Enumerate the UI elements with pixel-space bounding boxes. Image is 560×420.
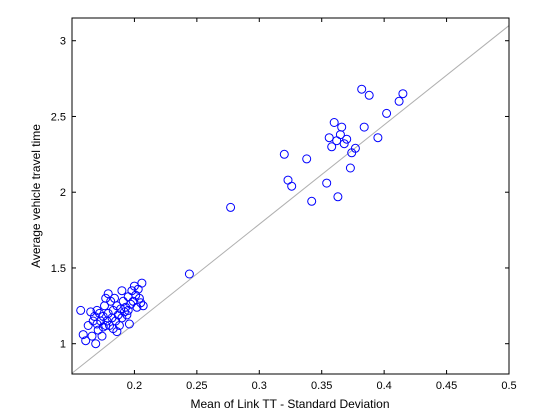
data-point-56: [226, 202, 236, 212]
data-point-77: [364, 90, 374, 100]
y-tick-label-0: 1: [60, 339, 66, 351]
data-point-35: [117, 286, 127, 296]
data-point-3: [83, 321, 93, 330]
fit-line: [71, 25, 510, 374]
data-point-36: [117, 313, 127, 323]
y-tick-label-4: 3: [60, 36, 66, 48]
data-point-42: [123, 305, 133, 315]
data-point-1: [78, 330, 88, 340]
x-tick-label-1: 0.25: [186, 380, 207, 392]
y-tick-label-1: 1.5: [51, 263, 66, 275]
data-point-51: [134, 293, 144, 303]
data-point-63: [324, 133, 334, 143]
data-point-59: [287, 181, 297, 191]
x-axis-ticks: 0.2 0.25 0.3 0.35 0.4 0.45 0.5: [127, 18, 517, 392]
data-point-81: [398, 89, 408, 99]
data-point-80: [394, 96, 404, 106]
data-point-64: [327, 142, 337, 152]
data-point-62: [322, 178, 332, 188]
y-tick-label-3: 2.5: [51, 111, 66, 123]
data-point-60: [302, 154, 312, 164]
data-point-69: [337, 122, 347, 132]
data-point-14: [97, 331, 107, 341]
data-point-2: [81, 336, 91, 346]
y-tick-label-2: 2: [60, 187, 66, 199]
data-point-30: [112, 327, 122, 337]
x-tick-label-5: 0.45: [436, 380, 457, 392]
x-tick-label-2: 0.3: [252, 380, 267, 392]
data-point-0: [76, 305, 86, 315]
data-point-74: [350, 143, 360, 153]
data-point-57: [279, 149, 289, 159]
data-point-65: [329, 118, 339, 127]
x-axis-label: Mean of Link TT - Standard Deviation: [191, 397, 390, 411]
data-points: [76, 84, 408, 349]
data-point-55: [184, 269, 194, 279]
data-point-53: [137, 278, 147, 288]
data-point-67: [333, 192, 343, 202]
data-point-37: [118, 296, 128, 306]
data-point-61: [307, 196, 317, 206]
data-point-9: [92, 305, 102, 315]
data-point-40: [122, 310, 132, 320]
data-point-38: [119, 307, 129, 317]
data-point-19: [101, 293, 111, 303]
data-point-75: [357, 84, 367, 94]
data-point-52: [136, 298, 146, 308]
data-point-43: [124, 319, 134, 329]
data-point-8: [91, 339, 101, 349]
data-point-78: [373, 133, 383, 143]
x-tick-label-0: 0.2: [127, 380, 142, 392]
data-point-72: [345, 163, 355, 173]
y-axis-ticks: 1 1.5 2 2.5 3: [51, 36, 509, 351]
data-point-54: [138, 301, 148, 311]
x-tick-label-3: 0.35: [311, 380, 332, 392]
data-point-71: [342, 134, 352, 144]
data-point-79: [382, 108, 392, 118]
x-tick-label-4: 0.4: [376, 380, 391, 392]
data-point-18: [101, 321, 111, 330]
data-point-70: [339, 139, 349, 149]
y-axis-label: Average vehicle travel time: [29, 124, 43, 268]
x-tick-label-6: 0.5: [501, 380, 516, 392]
plot-frame: [71, 17, 510, 375]
data-point-76: [359, 122, 369, 132]
data-point-5: [87, 331, 97, 341]
data-point-13: [96, 316, 106, 326]
